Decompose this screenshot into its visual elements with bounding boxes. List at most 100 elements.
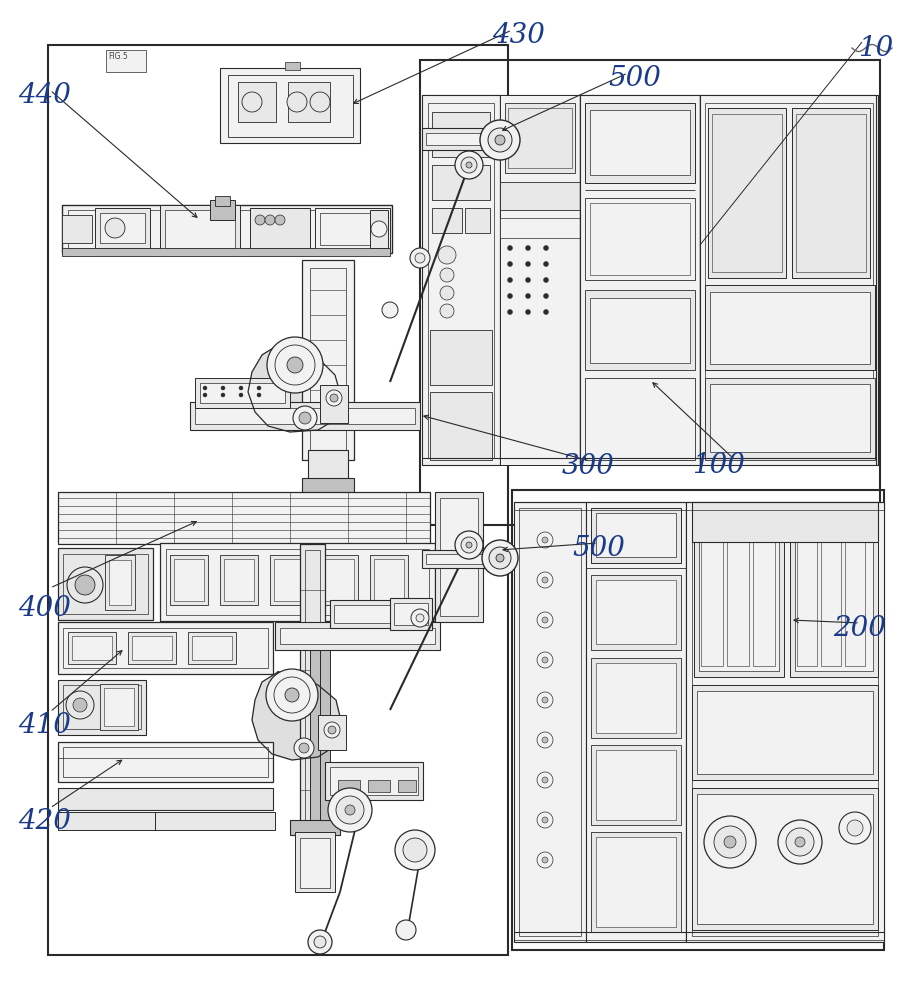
Bar <box>696 691 872 774</box>
Circle shape <box>507 245 512 250</box>
Bar <box>499 95 580 465</box>
Bar <box>440 498 478 616</box>
Circle shape <box>330 394 338 402</box>
Bar <box>369 210 387 248</box>
Bar <box>595 580 675 644</box>
Circle shape <box>525 261 530 266</box>
Circle shape <box>507 294 512 298</box>
Circle shape <box>286 357 303 373</box>
Circle shape <box>286 92 307 112</box>
Circle shape <box>703 816 755 868</box>
Bar <box>63 685 141 729</box>
Bar <box>590 203 689 275</box>
Bar <box>188 632 236 664</box>
Bar <box>237 82 275 122</box>
Bar <box>590 298 689 363</box>
Bar <box>104 688 134 726</box>
Circle shape <box>220 386 225 390</box>
Circle shape <box>496 554 504 562</box>
Bar <box>166 549 429 615</box>
Circle shape <box>525 245 530 250</box>
Bar <box>591 575 680 650</box>
Bar <box>590 110 689 175</box>
Bar <box>464 208 489 233</box>
Circle shape <box>238 393 243 397</box>
Bar <box>294 832 335 892</box>
Circle shape <box>265 215 275 225</box>
Circle shape <box>313 936 326 948</box>
Bar <box>304 550 320 820</box>
Circle shape <box>794 837 804 847</box>
Bar <box>58 788 273 810</box>
Circle shape <box>75 575 95 595</box>
Bar <box>704 378 874 460</box>
Circle shape <box>203 386 207 390</box>
Text: 200: 200 <box>832 615 885 642</box>
Text: 420: 420 <box>18 808 70 835</box>
Bar <box>95 208 150 248</box>
Bar <box>330 767 417 795</box>
Bar <box>191 636 232 660</box>
Bar <box>585 502 685 942</box>
Circle shape <box>454 151 482 179</box>
Circle shape <box>238 386 243 390</box>
Bar <box>595 750 675 820</box>
Bar <box>320 213 385 245</box>
Circle shape <box>326 390 341 406</box>
Bar <box>595 663 675 733</box>
Circle shape <box>299 743 309 753</box>
Circle shape <box>495 135 505 145</box>
Circle shape <box>542 737 547 743</box>
Bar <box>389 598 432 630</box>
Circle shape <box>255 215 265 225</box>
Bar <box>844 522 864 666</box>
Bar <box>58 680 146 735</box>
Circle shape <box>543 277 548 282</box>
Bar <box>432 165 489 200</box>
Bar <box>154 812 275 830</box>
Bar <box>752 522 774 666</box>
Text: 300: 300 <box>562 453 614 480</box>
Bar <box>323 559 354 601</box>
Circle shape <box>242 92 262 112</box>
Bar <box>374 559 404 601</box>
Circle shape <box>440 268 453 282</box>
Circle shape <box>465 542 471 548</box>
Circle shape <box>543 294 548 298</box>
Circle shape <box>542 537 547 543</box>
Circle shape <box>777 820 821 864</box>
Bar <box>58 492 430 544</box>
Circle shape <box>323 722 340 738</box>
Bar <box>422 128 501 150</box>
Circle shape <box>293 738 313 758</box>
Bar <box>425 554 498 564</box>
Bar <box>320 640 330 825</box>
Circle shape <box>265 669 318 721</box>
Circle shape <box>846 820 862 836</box>
Bar <box>63 554 148 614</box>
Bar <box>700 522 722 666</box>
Circle shape <box>284 688 299 702</box>
Text: 500: 500 <box>572 535 624 562</box>
Bar <box>100 213 144 243</box>
Circle shape <box>543 261 548 266</box>
Circle shape <box>105 218 125 238</box>
Bar <box>62 248 389 256</box>
Bar <box>310 640 320 825</box>
Circle shape <box>542 697 547 703</box>
Bar <box>63 747 267 777</box>
Circle shape <box>203 393 207 397</box>
Circle shape <box>440 286 453 300</box>
Bar <box>584 198 694 280</box>
Bar <box>796 522 816 666</box>
Bar <box>68 210 386 248</box>
Bar <box>499 218 580 238</box>
Circle shape <box>336 796 364 824</box>
Bar <box>209 200 235 220</box>
Circle shape <box>410 248 430 268</box>
Bar <box>195 408 414 424</box>
Bar <box>325 762 423 800</box>
Bar <box>330 600 395 628</box>
Bar <box>794 518 872 671</box>
Bar <box>290 820 340 835</box>
